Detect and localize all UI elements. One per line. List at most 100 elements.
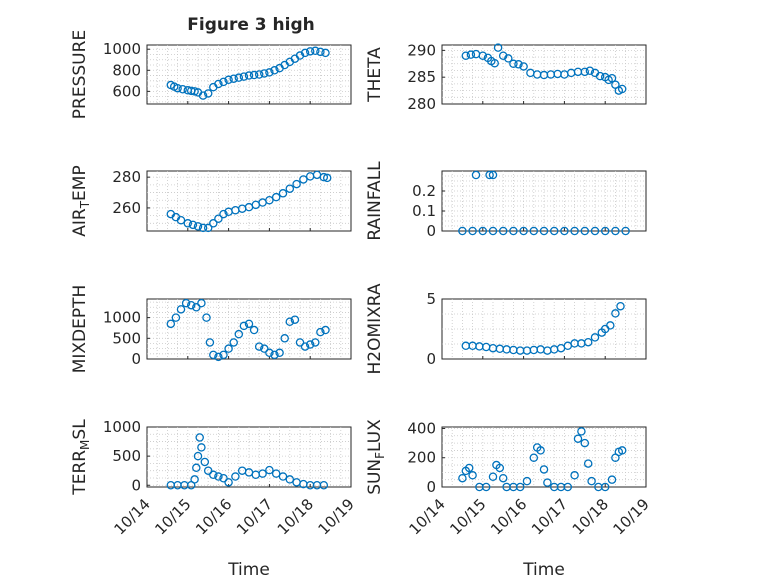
- data-point: [299, 175, 308, 184]
- data-point: [229, 74, 238, 83]
- data-point: [316, 47, 325, 57]
- data-point: [590, 333, 600, 342]
- data-point: [254, 70, 264, 79]
- data-point: [493, 43, 503, 52]
- x-tick-label: 10/18: [569, 495, 612, 538]
- subplot-grid: 600 800 1000 PRESSURE 280 285 290 THETA 260 280 AI…: [70, 30, 653, 580]
- data-point: [285, 184, 295, 193]
- data-point: [265, 195, 274, 205]
- data-point: [203, 223, 213, 233]
- x-tick-label: 10/18: [274, 495, 317, 538]
- data-point: [173, 83, 182, 93]
- data-point: [198, 223, 208, 233]
- y-tick-label: 1000: [103, 40, 141, 58]
- y-tick-label: 0: [426, 350, 436, 368]
- data-point: [166, 319, 176, 329]
- data-point: [278, 472, 288, 481]
- data-point: [522, 476, 532, 486]
- y-tick-label: 0: [426, 222, 436, 240]
- data-point: [186, 300, 196, 310]
- data-point: [481, 482, 491, 492]
- data-point: [265, 348, 274, 358]
- y-tick-label: 290: [407, 41, 436, 59]
- data-point: [587, 476, 596, 486]
- data-point: [219, 474, 228, 483]
- data-point: [549, 226, 559, 236]
- data-point: [270, 66, 279, 75]
- data-point: [322, 173, 332, 183]
- data-point: [209, 219, 218, 228]
- data-point: [224, 478, 233, 487]
- data-point: [258, 469, 267, 478]
- y-tick-label: 5: [426, 290, 436, 308]
- x-tick-label: 10/16: [192, 495, 235, 538]
- data-point: [275, 348, 284, 358]
- data-point: [183, 219, 193, 228]
- data-point: [224, 344, 233, 353]
- data-point: [300, 342, 310, 351]
- data-point: [305, 340, 315, 349]
- y-tick-label: 200: [407, 449, 436, 467]
- data-point: [607, 74, 617, 83]
- data-point: [504, 54, 513, 63]
- data-point: [519, 226, 528, 236]
- subplot-rainfall: 0 0.1 0.2 RAINFALL: [365, 161, 647, 241]
- data-point: [231, 472, 240, 481]
- data-point: [193, 222, 203, 231]
- data-point: [254, 342, 264, 351]
- data-point: [285, 475, 295, 484]
- data-point: [171, 313, 181, 322]
- data-point: [219, 350, 228, 360]
- y-tick-label: 0: [426, 478, 436, 496]
- data-point: [583, 337, 593, 347]
- data-point: [270, 350, 279, 360]
- data-point: [192, 463, 201, 473]
- data-point: [265, 465, 274, 475]
- data-point: [203, 466, 213, 475]
- data-point: [458, 226, 467, 236]
- data-point: [536, 446, 545, 455]
- subplot-air-temp: 260 280 AIRTEMP: [70, 165, 352, 237]
- data-point: [219, 77, 228, 87]
- data-point: [192, 303, 201, 312]
- data-point: [290, 315, 300, 324]
- data-point: [600, 226, 610, 236]
- data-point: [498, 473, 508, 483]
- data-point: [249, 70, 259, 80]
- data-point: [292, 179, 301, 189]
- data-point: [595, 71, 605, 81]
- y-axis-label: MIXDEPTH: [70, 285, 90, 374]
- y-tick-label: 0.2: [412, 182, 436, 200]
- data-point: [580, 438, 590, 448]
- figure-title: Figure 3 high: [187, 15, 315, 35]
- data-point: [577, 427, 586, 436]
- data-point: [285, 317, 295, 327]
- data-point: [188, 220, 198, 230]
- data-point: [219, 209, 228, 219]
- data-point: [466, 50, 476, 59]
- y-tick-label: 0: [131, 476, 141, 494]
- data-point: [488, 170, 498, 180]
- y-axis-label: SUNFLUX: [365, 419, 387, 495]
- data-point: [539, 226, 549, 236]
- data-point: [471, 170, 481, 180]
- x-axis-label: Time: [227, 560, 270, 580]
- data-point: [478, 226, 488, 236]
- data-point: [560, 226, 569, 236]
- subplot-theta: 280 285 290 THETA: [365, 41, 647, 113]
- x-tick-label: 10/17: [528, 495, 571, 538]
- y-tick-label: 280: [112, 168, 141, 186]
- x-tick-label: 10/15: [446, 495, 489, 538]
- data-point: [176, 215, 186, 225]
- x-tick-label: 10/14: [111, 495, 154, 538]
- data-point: [260, 344, 269, 353]
- x-tick-label: 10/16: [487, 495, 530, 538]
- x-axis-label: Time: [522, 560, 565, 580]
- x-tick-label: 10/19: [315, 495, 358, 538]
- data-point: [205, 338, 215, 347]
- data-point: [621, 226, 630, 236]
- data-point: [197, 298, 206, 308]
